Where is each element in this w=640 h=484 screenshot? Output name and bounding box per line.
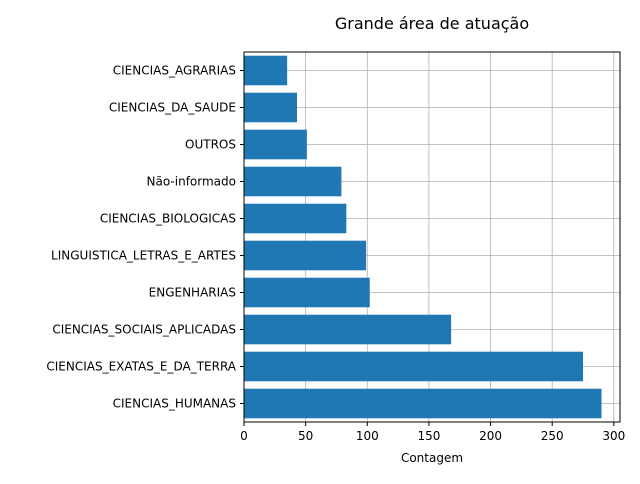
plot-frame — [243, 51, 621, 423]
y-tick-label: CIENCIAS_EXATAS_E_DA_TERRA — [46, 360, 236, 374]
bar — [244, 388, 602, 419]
bar — [244, 92, 298, 123]
x-tick-label: 100 — [356, 429, 379, 443]
bar — [244, 203, 347, 234]
bar — [244, 314, 452, 345]
tick-labels: 0 50 100 150 200 250 300 CIENCIAS_HUMANAS CIENCI… — [46, 64, 625, 444]
x-tick-label: 150 — [417, 429, 440, 443]
x-tick-label: 200 — [479, 429, 502, 443]
chart-title: Grande área de atuação — [335, 14, 529, 33]
y-tick-label: CIENCIAS_BIOLOGICAS — [100, 212, 236, 226]
y-tick-label: CIENCIAS_SOCIAIS_APLICADAS — [52, 323, 236, 337]
y-tick-label: Não-informado — [147, 175, 236, 189]
bars — [244, 55, 602, 419]
bar — [244, 277, 370, 308]
x-tick-label: 50 — [298, 429, 313, 443]
y-tick-label: OUTROS — [185, 138, 236, 152]
bar — [244, 240, 367, 271]
axes — [240, 51, 621, 426]
y-tick-label: LINGUISTICA_LETRAS_E_ARTES — [51, 249, 236, 263]
x-tick-label: 0 — [240, 429, 248, 443]
x-axis-label: Contagem — [401, 451, 463, 465]
y-tick-label: CIENCIAS_HUMANAS — [113, 397, 236, 411]
y-tick-label: ENGENHARIAS — [149, 286, 236, 300]
bar — [244, 351, 584, 382]
bar — [244, 55, 288, 86]
x-tick-label: 250 — [541, 429, 564, 443]
bar — [244, 166, 342, 197]
y-tick-label: CIENCIAS_DA_SAUDE — [109, 101, 236, 115]
y-tick-label: CIENCIAS_AGRARIAS — [113, 64, 236, 78]
bar — [244, 129, 307, 160]
x-tick-label: 300 — [602, 429, 625, 443]
